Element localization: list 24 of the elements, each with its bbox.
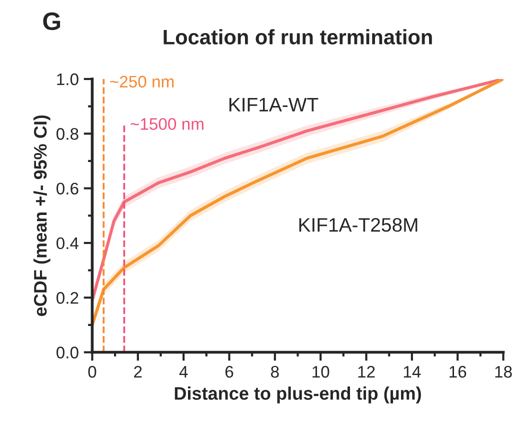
x-tick-label: 16 <box>450 366 466 378</box>
y-tick-label: 0.6 <box>56 182 78 195</box>
y-tick-label: 0.2 <box>56 292 78 304</box>
text: KIF1A-T258M <box>299 218 418 232</box>
series-label: KIF1A-WT <box>229 98 318 112</box>
x-tick-label: 0 <box>88 366 96 378</box>
y-tick-label: 0.0 <box>56 346 78 358</box>
x-axis-title: Distance to plus-end tip (µm) <box>174 386 421 404</box>
x-tick-label: 14 <box>404 366 421 378</box>
x-tick-label: 8 <box>271 366 279 378</box>
x-tick-label: 10 <box>312 366 330 378</box>
x-tick-label: 4 <box>179 366 188 378</box>
y-tick-label: 1.0 <box>57 73 78 86</box>
x-tick-label: 12 <box>358 366 375 378</box>
y-tick-label: 0.8 <box>56 128 78 140</box>
y-axis-title: eCDF (mean +/- 95% CI) <box>33 115 50 316</box>
y-tick-label: 0.4 <box>56 237 79 250</box>
ref-line-label: ~1500 nm <box>130 118 204 130</box>
text: G <box>43 12 60 30</box>
x-tick-label: 18 <box>495 366 512 378</box>
x-tick-label: 2 <box>134 366 142 378</box>
ref-line-label: ~250 nm <box>110 76 174 88</box>
x-tick-label: 6 <box>225 366 234 378</box>
chart-title: Location of run termination <box>164 29 432 44</box>
